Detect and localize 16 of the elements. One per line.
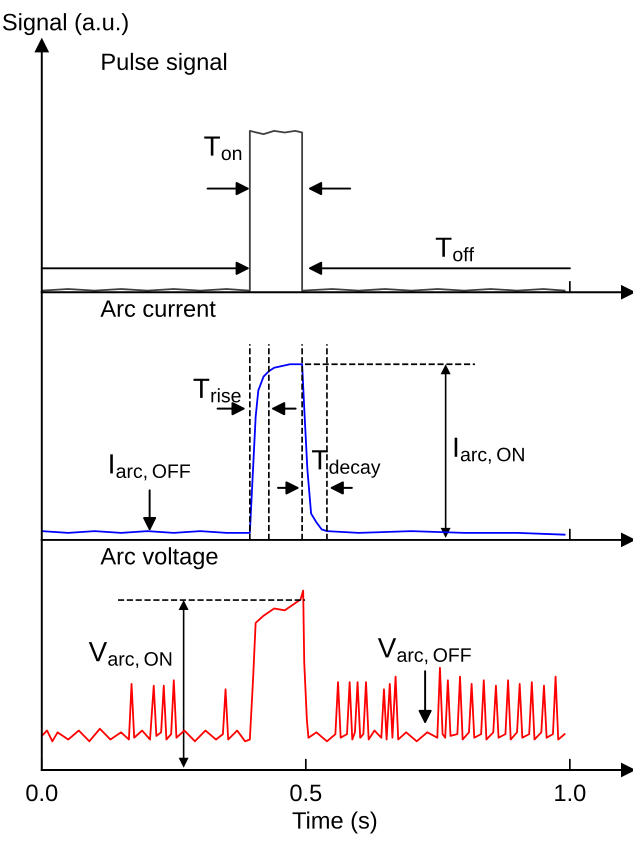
y-axis-title: Signal (a.u.) <box>2 13 128 36</box>
x-axis-title: Time (s) <box>292 811 376 834</box>
annotation: I$_{arc,ON}$ <box>454 438 524 464</box>
x-tick-label: 1.0 <box>555 784 586 802</box>
x-tick-label: 0.5 <box>290 784 322 802</box>
chart-title: Arc voltage <box>100 547 218 570</box>
annotation: T$_{rise}$ <box>194 378 241 402</box>
annotation: V$_{arc,OFF}$ <box>378 638 471 664</box>
chart-title: Pulse signal <box>102 52 226 75</box>
annotation: T$_{decay}$ <box>312 450 380 478</box>
chart-title: Arc current <box>100 300 216 318</box>
annotation: I$_{arc,OFF}$ <box>110 454 190 480</box>
x-tick-label: 0.0 <box>26 784 58 802</box>
annotation: V$_{arc,ON}$ <box>88 642 172 668</box>
annotation: T$_{on}$ <box>204 136 242 160</box>
annotation: T$_{off}$ <box>436 238 474 262</box>
